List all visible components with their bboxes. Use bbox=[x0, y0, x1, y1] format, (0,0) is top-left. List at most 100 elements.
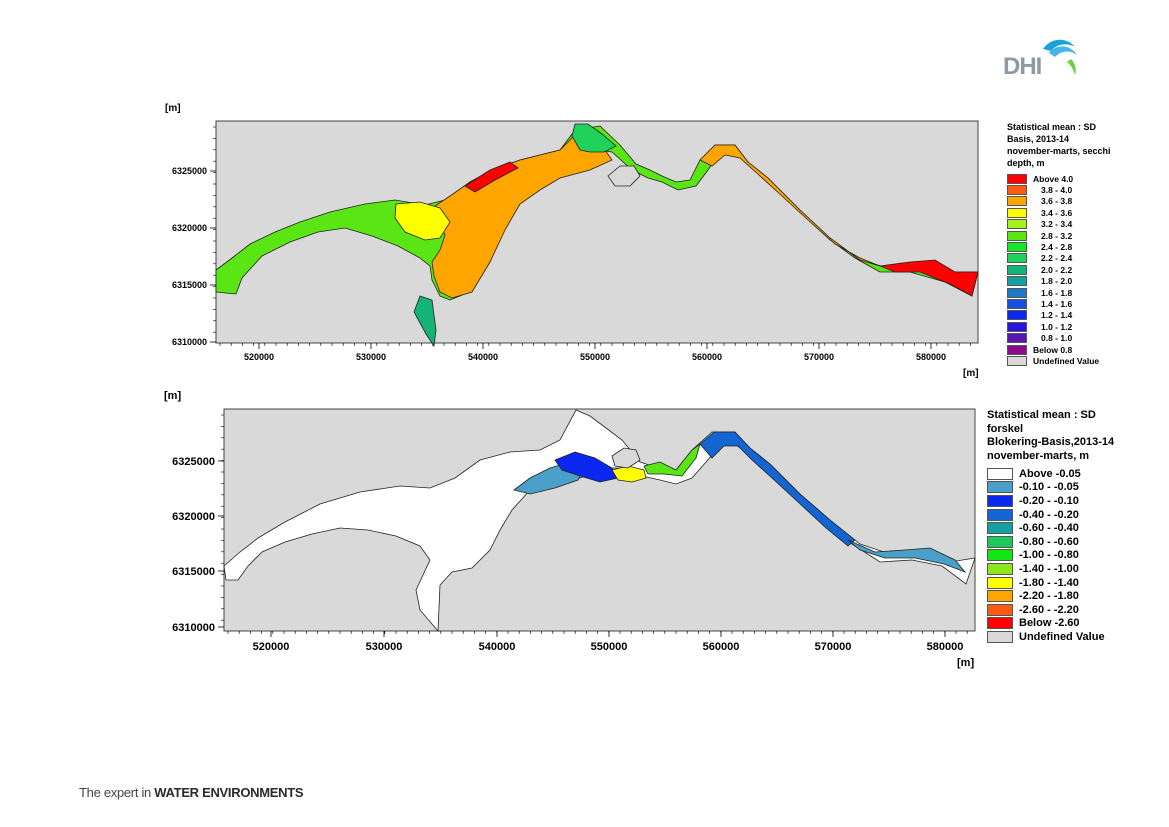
legend-item: 3.8 - 4.0 bbox=[1007, 184, 1147, 196]
legend-item: 1.6 - 1.8 bbox=[1007, 287, 1147, 298]
legend-label: 2.4 - 2.8 bbox=[1041, 242, 1073, 253]
bottom-x-tick-label: 580000 bbox=[927, 641, 964, 653]
legend-label: Below 0.8 bbox=[1033, 344, 1073, 355]
bottom-region-green-river bbox=[643, 442, 701, 477]
bottom-region-blue-east bbox=[699, 431, 856, 547]
legend-swatch bbox=[1007, 264, 1027, 275]
top-water-body bbox=[215, 123, 979, 348]
bottom-x-tick-label: 550000 bbox=[591, 641, 628, 653]
bottom-y-ticks: 6325000 6320000 6315000 6310000 bbox=[172, 414, 224, 634]
legend-label: Undefined Value bbox=[1033, 355, 1100, 366]
legend-label: 1.0 - 1.2 bbox=[1041, 321, 1073, 332]
legend-swatch bbox=[1007, 298, 1027, 309]
legend-item: 1.8 - 2.0 bbox=[1007, 276, 1147, 287]
top-y-tick-label: 6315000 bbox=[172, 280, 207, 290]
legend-swatch bbox=[1007, 276, 1027, 287]
legend-label: 2.0 - 2.2 bbox=[1041, 264, 1073, 275]
top-map: 6325000 6320000 6315000 6310000 520000 53000… bbox=[0, 0, 1169, 400]
bottom-map: 6325000 6320000 6315000 6310000 520000 53000… bbox=[164, 390, 976, 669]
legend-item: -0.10 - -0.05 bbox=[987, 481, 1157, 495]
bottom-legend-rows: Above -0.05 -0.10 - -0.05 -0.20 - -0.10 -0.… bbox=[987, 467, 1157, 644]
legend-label: Undefined Value bbox=[1019, 630, 1105, 643]
top-x-tick-label: 530000 bbox=[356, 352, 386, 362]
legend-item: Undefined Value bbox=[1007, 355, 1147, 366]
legend-item: -1.00 - -0.80 bbox=[987, 549, 1157, 563]
legend-swatch bbox=[987, 630, 1013, 643]
legend-label: Above 4.0 bbox=[1033, 173, 1074, 184]
legend-swatch bbox=[1007, 185, 1027, 196]
legend-label: 2.2 - 2.4 bbox=[1041, 253, 1073, 264]
legend-label: Below -2.60 bbox=[1019, 617, 1080, 630]
top-y-unit: [m] bbox=[165, 103, 181, 114]
legend-item: -2.60 - -2.20 bbox=[987, 603, 1157, 617]
legend-swatch bbox=[1007, 207, 1027, 218]
legend-item: 3.4 - 3.6 bbox=[1007, 207, 1147, 218]
legend-label: 0.8 - 1.0 bbox=[1041, 333, 1073, 344]
bottom-x-tick-label: 540000 bbox=[479, 641, 516, 653]
legend-swatch bbox=[1007, 173, 1027, 184]
top-region-yellow bbox=[394, 201, 451, 241]
legend-swatch bbox=[1007, 253, 1027, 264]
legend-item: Below -2.60 bbox=[987, 617, 1157, 631]
legend-item: Below 0.8 bbox=[1007, 344, 1147, 355]
legend-item: -0.20 - -0.10 bbox=[987, 494, 1157, 508]
legend-item: 2.0 - 2.2 bbox=[1007, 264, 1147, 275]
legend-item: 3.2 - 3.4 bbox=[1007, 219, 1147, 230]
legend-label: 3.6 - 3.8 bbox=[1041, 196, 1073, 207]
top-x-tick-label: 560000 bbox=[692, 352, 722, 362]
legend-label: -2.60 - -2.20 bbox=[1019, 603, 1079, 616]
bottom-x-tick-label: 570000 bbox=[815, 641, 852, 653]
top-x-tick-label: 570000 bbox=[804, 352, 834, 362]
legend-label: -0.20 - -0.10 bbox=[1019, 494, 1079, 507]
legend-swatch bbox=[987, 617, 1013, 630]
legend-label: -0.80 - -0.60 bbox=[1019, 535, 1079, 548]
legend-item: 1.0 - 1.2 bbox=[1007, 321, 1147, 332]
legend-swatch bbox=[987, 522, 1013, 535]
top-region-north-tip bbox=[571, 123, 617, 153]
legend-swatch bbox=[987, 535, 1013, 548]
legend-label: 1.4 - 1.6 bbox=[1041, 298, 1073, 309]
legend-item: Above 4.0 bbox=[1007, 173, 1147, 184]
top-island bbox=[607, 165, 641, 187]
top-region-central bbox=[431, 134, 613, 299]
legend-label: 1.8 - 2.0 bbox=[1041, 276, 1073, 287]
bottom-y-tick-label: 6320000 bbox=[172, 511, 215, 523]
legend-swatch bbox=[1007, 310, 1027, 321]
legend-swatch bbox=[1007, 219, 1027, 230]
logo-text: DHI bbox=[1003, 53, 1042, 80]
legend-label: -1.40 - -1.00 bbox=[1019, 562, 1079, 575]
bottom-legend-title: Statistical mean : SD forskel Blokering-… bbox=[987, 409, 1115, 462]
bottom-region-lightblue-east bbox=[847, 539, 967, 573]
bottom-y-tick-label: 6325000 bbox=[172, 456, 215, 468]
top-y-ticks: 6325000 6320000 6315000 6310000 bbox=[172, 126, 216, 347]
legend-swatch bbox=[987, 494, 1013, 507]
top-y-tick-label: 6320000 bbox=[172, 223, 207, 233]
top-region-east-red bbox=[878, 259, 979, 297]
tagline: The expert in WATER ENVIRONMENTS bbox=[79, 785, 304, 800]
bottom-island bbox=[611, 447, 641, 469]
bottom-legend: Statistical mean : SD forskel Blokering-… bbox=[987, 409, 1157, 644]
legend-label: 1.2 - 1.4 bbox=[1041, 310, 1073, 321]
tagline-emphasis: WATER ENVIRONMENTS bbox=[154, 785, 304, 800]
legend-label: -1.80 - -1.40 bbox=[1019, 576, 1079, 589]
top-region-south-inlet bbox=[413, 295, 437, 348]
bottom-x-tick-label: 520000 bbox=[253, 641, 290, 653]
legend-item: 2.4 - 2.8 bbox=[1007, 241, 1147, 253]
legend-label: -0.60 - -0.40 bbox=[1019, 522, 1079, 535]
legend-item: -0.80 - -0.60 bbox=[987, 535, 1157, 549]
legend-item: -0.60 - -0.40 bbox=[987, 521, 1157, 535]
dhi-wave-icon bbox=[1043, 39, 1077, 75]
legend-label: 3.2 - 3.4 bbox=[1041, 219, 1073, 230]
top-legend-rows: Above 4.0 3.8 - 4.0 3.6 - 3.8 3.4 - 3.6 3.2 … bbox=[1007, 173, 1147, 367]
legend-swatch bbox=[987, 576, 1013, 589]
legend-label: -0.40 - -0.20 bbox=[1019, 508, 1079, 521]
legend-item: -0.40 - -0.20 bbox=[987, 508, 1157, 522]
legend-item: -1.80 - -1.40 bbox=[987, 576, 1157, 590]
legend-swatch bbox=[987, 562, 1013, 575]
top-map-canvas: 6325000 6320000 6315000 6310000 520000 53000… bbox=[165, 103, 979, 379]
legend-swatch bbox=[987, 590, 1013, 603]
top-legend-title: Statistical mean : SD Basis, 2013-14 nov… bbox=[1007, 122, 1111, 168]
legend-swatch bbox=[1007, 230, 1027, 241]
legend-swatch bbox=[1007, 333, 1027, 344]
legend-swatch bbox=[987, 508, 1013, 521]
